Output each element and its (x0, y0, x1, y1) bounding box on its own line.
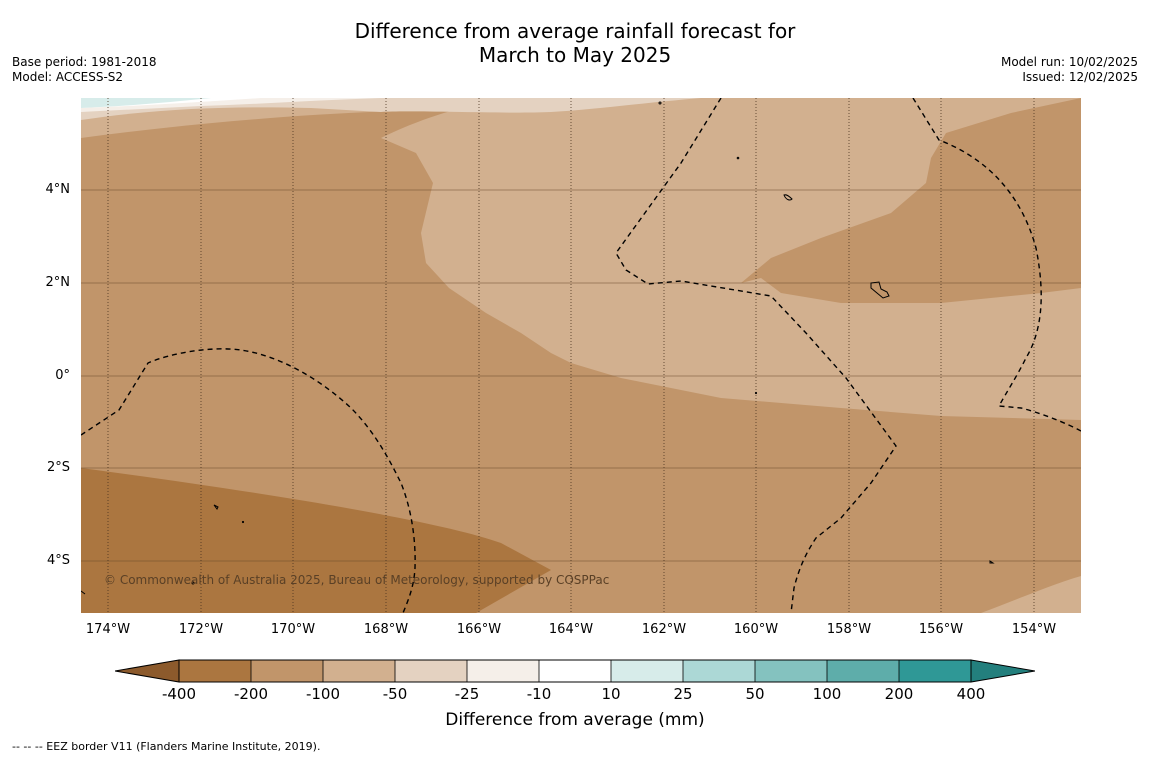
colorbar-label: Difference from average (mm) (445, 710, 705, 730)
dry-zone-southwest (81, 468, 551, 613)
colorbar-tick-8: 50 (745, 685, 765, 703)
lon-label-158w: 158°W (826, 622, 872, 637)
colorbar-segment-4 (467, 660, 539, 682)
lon-label-166w: 166°W (456, 622, 502, 637)
map-title: Difference from average rainfall forecas… (0, 19, 1150, 67)
model-info: Base period: 1981-2018 Model: ACCESS-S2 (12, 55, 157, 85)
colorbar-tick-1: -200 (233, 685, 269, 703)
eez-legend-note: -- -- -- EEZ border V11 (Flanders Marine… (12, 740, 321, 753)
lon-label-156w: 156°W (918, 622, 964, 637)
lon-label-162w: 162°W (641, 622, 687, 637)
model-name: Model: ACCESS-S2 (12, 70, 124, 84)
lat-label-4n: 4°N (45, 182, 71, 197)
colorbar-extend-high (970, 659, 1035, 683)
lon-label-154w: 154°W (1011, 622, 1057, 637)
title-line-1: Difference from average rainfall forecas… (354, 19, 796, 43)
colorbar-tick-3: -50 (382, 685, 408, 703)
title-line-2: March to May 2025 (478, 43, 672, 67)
lon-label-160w: 160°W (733, 622, 779, 637)
copyright-notice: © Commonwealth of Australia 2025, Bureau… (104, 573, 610, 587)
colorbar-segment-8 (755, 660, 827, 682)
colorbar-segment-2 (323, 660, 395, 682)
colorbar-tick-6: 10 (601, 685, 621, 703)
colorbar-segment-5 (539, 660, 611, 682)
colorbar-segment-6 (611, 660, 683, 682)
colorbar-tick-7: 25 (673, 685, 693, 703)
colorbar-segment-7 (683, 660, 755, 682)
lat-label-2n: 2°N (45, 275, 71, 290)
base-period: Base period: 1981-2018 (12, 55, 157, 69)
colorbar-tick-11: 400 (956, 685, 986, 703)
lat-grid (81, 189, 1081, 562)
light-zone-central (381, 98, 1081, 420)
rainfall-map (81, 98, 1081, 613)
model-run: Model run: 10/02/2025 (1000, 55, 1138, 69)
lat-label-2s: 2°S (46, 460, 70, 475)
lon-label-164w: 164°W (548, 622, 594, 637)
run-info: Model run: 10/02/2025 Issued: 12/02/2025 (1001, 55, 1138, 85)
lon-label-172w: 172°W (178, 622, 224, 637)
lon-label-168w: 168°W (363, 622, 409, 637)
lon-label-170w: 170°W (270, 622, 316, 637)
top-teal-sliver (81, 98, 211, 108)
colorbar-tick-10: 200 (884, 685, 914, 703)
lat-label-4s: 4°S (46, 553, 70, 568)
colorbar-tick-4: -25 (454, 685, 480, 703)
colorbar-segment-0 (179, 660, 251, 682)
colorbar-extend-low (115, 659, 180, 683)
issued-date: Issued: 12/02/2025 (1022, 70, 1138, 84)
colorbar-frame (178, 659, 972, 683)
lon-grid (107, 98, 1035, 613)
colorbar-tick-9: 100 (812, 685, 842, 703)
colorbar-tick-2: -100 (305, 685, 341, 703)
top-pale-band (81, 98, 1081, 120)
lon-label-174w: 174°W (85, 622, 131, 637)
eez-borders (81, 98, 1081, 613)
colorbar-segment-1 (251, 660, 323, 682)
colorbar-dividers (250, 660, 900, 682)
colorbar (115, 659, 1035, 683)
colorbar-segment-9 (827, 660, 899, 682)
colorbar-segment-3 (395, 660, 467, 682)
light-zone-southeast (981, 576, 1081, 613)
colorbar-tick-5: -10 (526, 685, 552, 703)
islands (81, 101, 995, 595)
colorbar-tick-0: -400 (161, 685, 197, 703)
lat-label-0: 0° (55, 368, 70, 383)
colorbar-segment-10 (899, 660, 971, 682)
